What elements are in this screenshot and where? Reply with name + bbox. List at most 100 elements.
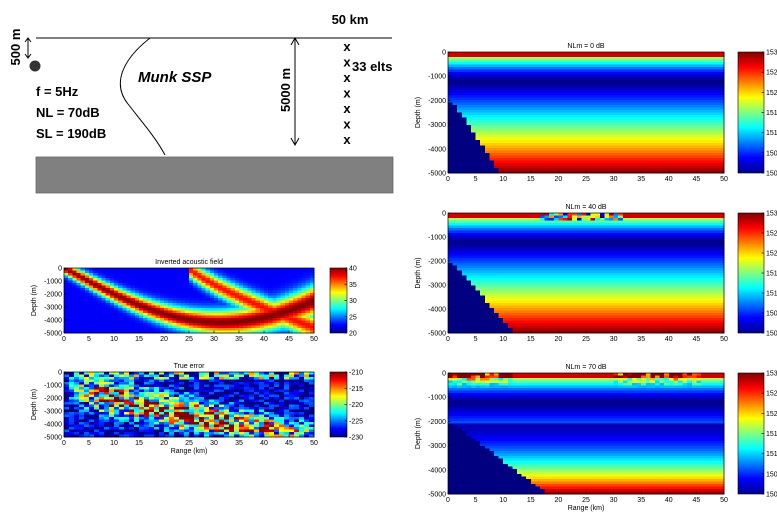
heatmap-cell <box>563 165 568 169</box>
heatmap-cell <box>494 140 499 144</box>
heatmap-cell <box>558 79 564 83</box>
heatmap-cell <box>189 293 194 296</box>
heatmap-cell <box>269 394 275 398</box>
heatmap-cell <box>201 308 207 311</box>
heatmap-cell <box>632 140 637 144</box>
heatmap-cell <box>269 424 275 428</box>
heatmap-cell <box>268 288 273 291</box>
heatmap-cell <box>205 275 211 279</box>
heatmap-cell <box>452 115 458 118</box>
heatmap-cell <box>622 64 628 68</box>
heatmap-cell <box>254 424 260 428</box>
heatmap-cell <box>540 117 545 121</box>
heatmap-cell <box>622 84 628 88</box>
heatmap-cell <box>205 303 211 306</box>
heatmap-cell <box>84 285 90 289</box>
heatmap-cell <box>590 94 596 98</box>
heatmap-cell <box>268 300 273 304</box>
heatmap-cell <box>155 275 161 279</box>
heatmap-cell <box>530 167 536 171</box>
heatmap-cell <box>563 62 568 65</box>
heatmap-cell <box>309 278 315 281</box>
heatmap-cell <box>590 67 596 71</box>
heatmap-cell <box>254 387 260 390</box>
heatmap-cell <box>475 145 481 149</box>
heatmap-cell <box>457 104 463 108</box>
heatmap-cell <box>544 77 550 81</box>
heatmap-cell <box>94 372 100 375</box>
heatmap-cell <box>549 130 555 134</box>
heatmap-cell <box>494 102 499 106</box>
heatmap-cell <box>239 422 245 425</box>
heatmap-cell <box>122 273 127 276</box>
heatmap-cell <box>144 394 150 398</box>
heatmap-cell <box>567 142 573 146</box>
heatmap-cell <box>184 419 190 423</box>
heatmap-cell <box>293 280 298 284</box>
heatmap-cell <box>461 135 467 139</box>
heatmap-cell <box>609 157 614 161</box>
heatmap-cell <box>294 404 300 408</box>
heatmap-cell <box>226 288 232 291</box>
heatmap-cell <box>164 399 170 403</box>
heatmap-cell <box>530 152 536 156</box>
heatmap-cell <box>268 268 273 271</box>
heatmap-cell <box>558 155 564 159</box>
heatmap-cell <box>114 290 119 294</box>
heatmap-cell <box>297 315 302 319</box>
heatmap-cell <box>544 74 550 78</box>
heatmap-cell <box>147 300 152 304</box>
heatmap-cell <box>544 57 550 60</box>
heatmap-cell <box>280 293 286 296</box>
colorbar-tick-label: -225 <box>349 418 363 425</box>
heatmap-cell <box>632 67 637 71</box>
heatmap-cell <box>214 392 220 395</box>
heatmap-cell <box>109 315 115 319</box>
heatmap-cell <box>521 64 527 68</box>
heatmap-cell <box>159 300 165 304</box>
heatmap-cell <box>214 412 220 415</box>
heatmap-cell <box>632 84 637 88</box>
heatmap-cell <box>219 389 225 393</box>
heatmap-cell <box>174 427 180 430</box>
heatmap-cell <box>535 99 541 103</box>
heatmap-cell <box>130 330 136 334</box>
heatmap-cell <box>457 112 463 116</box>
heatmap-cell <box>254 427 260 430</box>
heatmap-cell <box>272 323 277 326</box>
heatmap-cell <box>101 273 107 276</box>
heatmap-cell <box>595 160 601 164</box>
heatmap-cell <box>194 374 200 378</box>
heatmap-cell <box>309 409 315 413</box>
heatmap-cell <box>226 300 232 304</box>
heatmap-cell <box>305 305 311 309</box>
heatmap-cell <box>489 162 495 166</box>
heatmap-cell <box>69 422 75 425</box>
heatmap-cell <box>567 137 573 141</box>
heatmap-cell <box>622 67 628 71</box>
heatmap-cell <box>512 132 518 136</box>
heatmap-cell <box>255 313 261 316</box>
heatmap-cell <box>498 132 504 136</box>
heatmap-cell <box>521 72 527 76</box>
heatmap-cell <box>93 280 98 284</box>
heatmap-cell <box>572 120 578 123</box>
heatmap-cell <box>484 125 490 129</box>
heatmap-cell <box>494 67 499 71</box>
heatmap-cell <box>119 412 125 415</box>
heatmap-cell <box>572 152 578 156</box>
heatmap-cell <box>254 434 260 438</box>
heatmap-cell <box>243 280 248 284</box>
heatmap-cell <box>180 268 186 271</box>
heatmap-cell <box>484 162 490 166</box>
heatmap-cell <box>134 313 140 316</box>
heatmap-cell <box>68 308 73 311</box>
heatmap-cell <box>494 64 499 68</box>
heatmap-cell <box>507 79 513 83</box>
heatmap-cell <box>461 104 467 108</box>
heatmap-cell <box>279 379 285 383</box>
heatmap-cell <box>507 99 513 103</box>
heatmap-cell <box>636 152 642 156</box>
heatmap-cell <box>609 112 614 116</box>
heatmap-cell <box>544 59 550 63</box>
